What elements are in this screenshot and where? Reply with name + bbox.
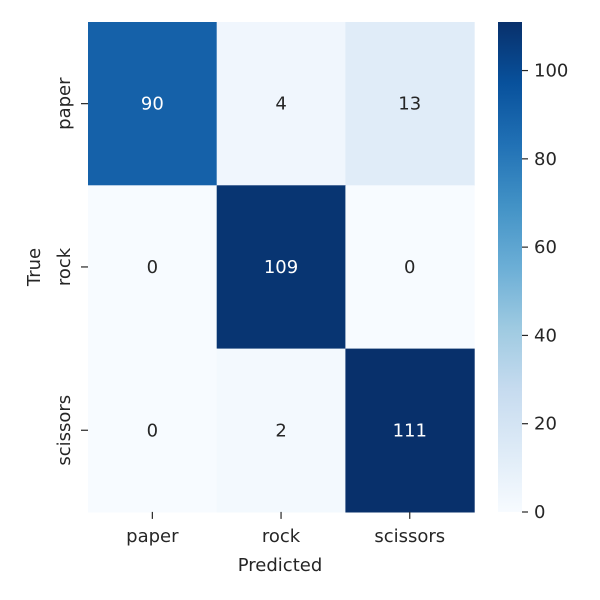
- heatmap-cell: [216, 348, 346, 513]
- heatmap-cell: [345, 22, 475, 186]
- y-tick-label: paper: [54, 77, 75, 130]
- heatmap-cell: [88, 348, 218, 513]
- x-tick-label: scissors: [374, 526, 445, 547]
- x-axis-ticks: paper rock scissors: [126, 511, 445, 547]
- y-tick-label: rock: [54, 247, 75, 286]
- cell-value-label: 13: [398, 94, 421, 115]
- heatmap-cell: [88, 185, 218, 350]
- colorbar-tick-label: 80: [534, 149, 557, 170]
- colorbar-tick-label: 40: [534, 325, 557, 346]
- cell-value-label: 0: [147, 257, 158, 278]
- colorbar-ticks: 0 20 40 60 80 100: [522, 61, 568, 523]
- x-axis-title: Predicted: [238, 555, 323, 576]
- heatmap-cell: [88, 22, 218, 186]
- colorbar-tick-label: 100: [534, 61, 568, 82]
- y-axis-ticks: paper rock scissors: [54, 77, 88, 466]
- cell-value-label: 2: [275, 420, 286, 441]
- colorbar-tick-label: 20: [534, 414, 557, 435]
- heatmap-cell: [216, 185, 346, 350]
- colorbar: [498, 22, 522, 512]
- colorbar-tick-label: 60: [534, 237, 557, 258]
- heatmap-cell-labels: 90 4 13 0 109 0 0 2 111: [141, 94, 427, 442]
- heatmap-cell: [216, 22, 346, 186]
- y-axis-title: True: [24, 248, 45, 287]
- heatmap-cell: [345, 348, 475, 513]
- cell-value-label: 0: [404, 257, 415, 278]
- cell-value-label: 0: [147, 420, 158, 441]
- cell-value-label: 4: [275, 94, 286, 115]
- y-tick-label: scissors: [54, 395, 75, 466]
- x-tick-label: paper: [126, 526, 179, 547]
- x-tick-label: rock: [262, 526, 301, 547]
- heatmap-cells: [88, 22, 475, 513]
- cell-value-label: 109: [264, 257, 298, 278]
- colorbar-tick-label: 0: [534, 502, 545, 523]
- heatmap-cell: [345, 185, 475, 350]
- cell-value-label: 111: [393, 420, 427, 441]
- cell-value-label: 90: [141, 94, 164, 115]
